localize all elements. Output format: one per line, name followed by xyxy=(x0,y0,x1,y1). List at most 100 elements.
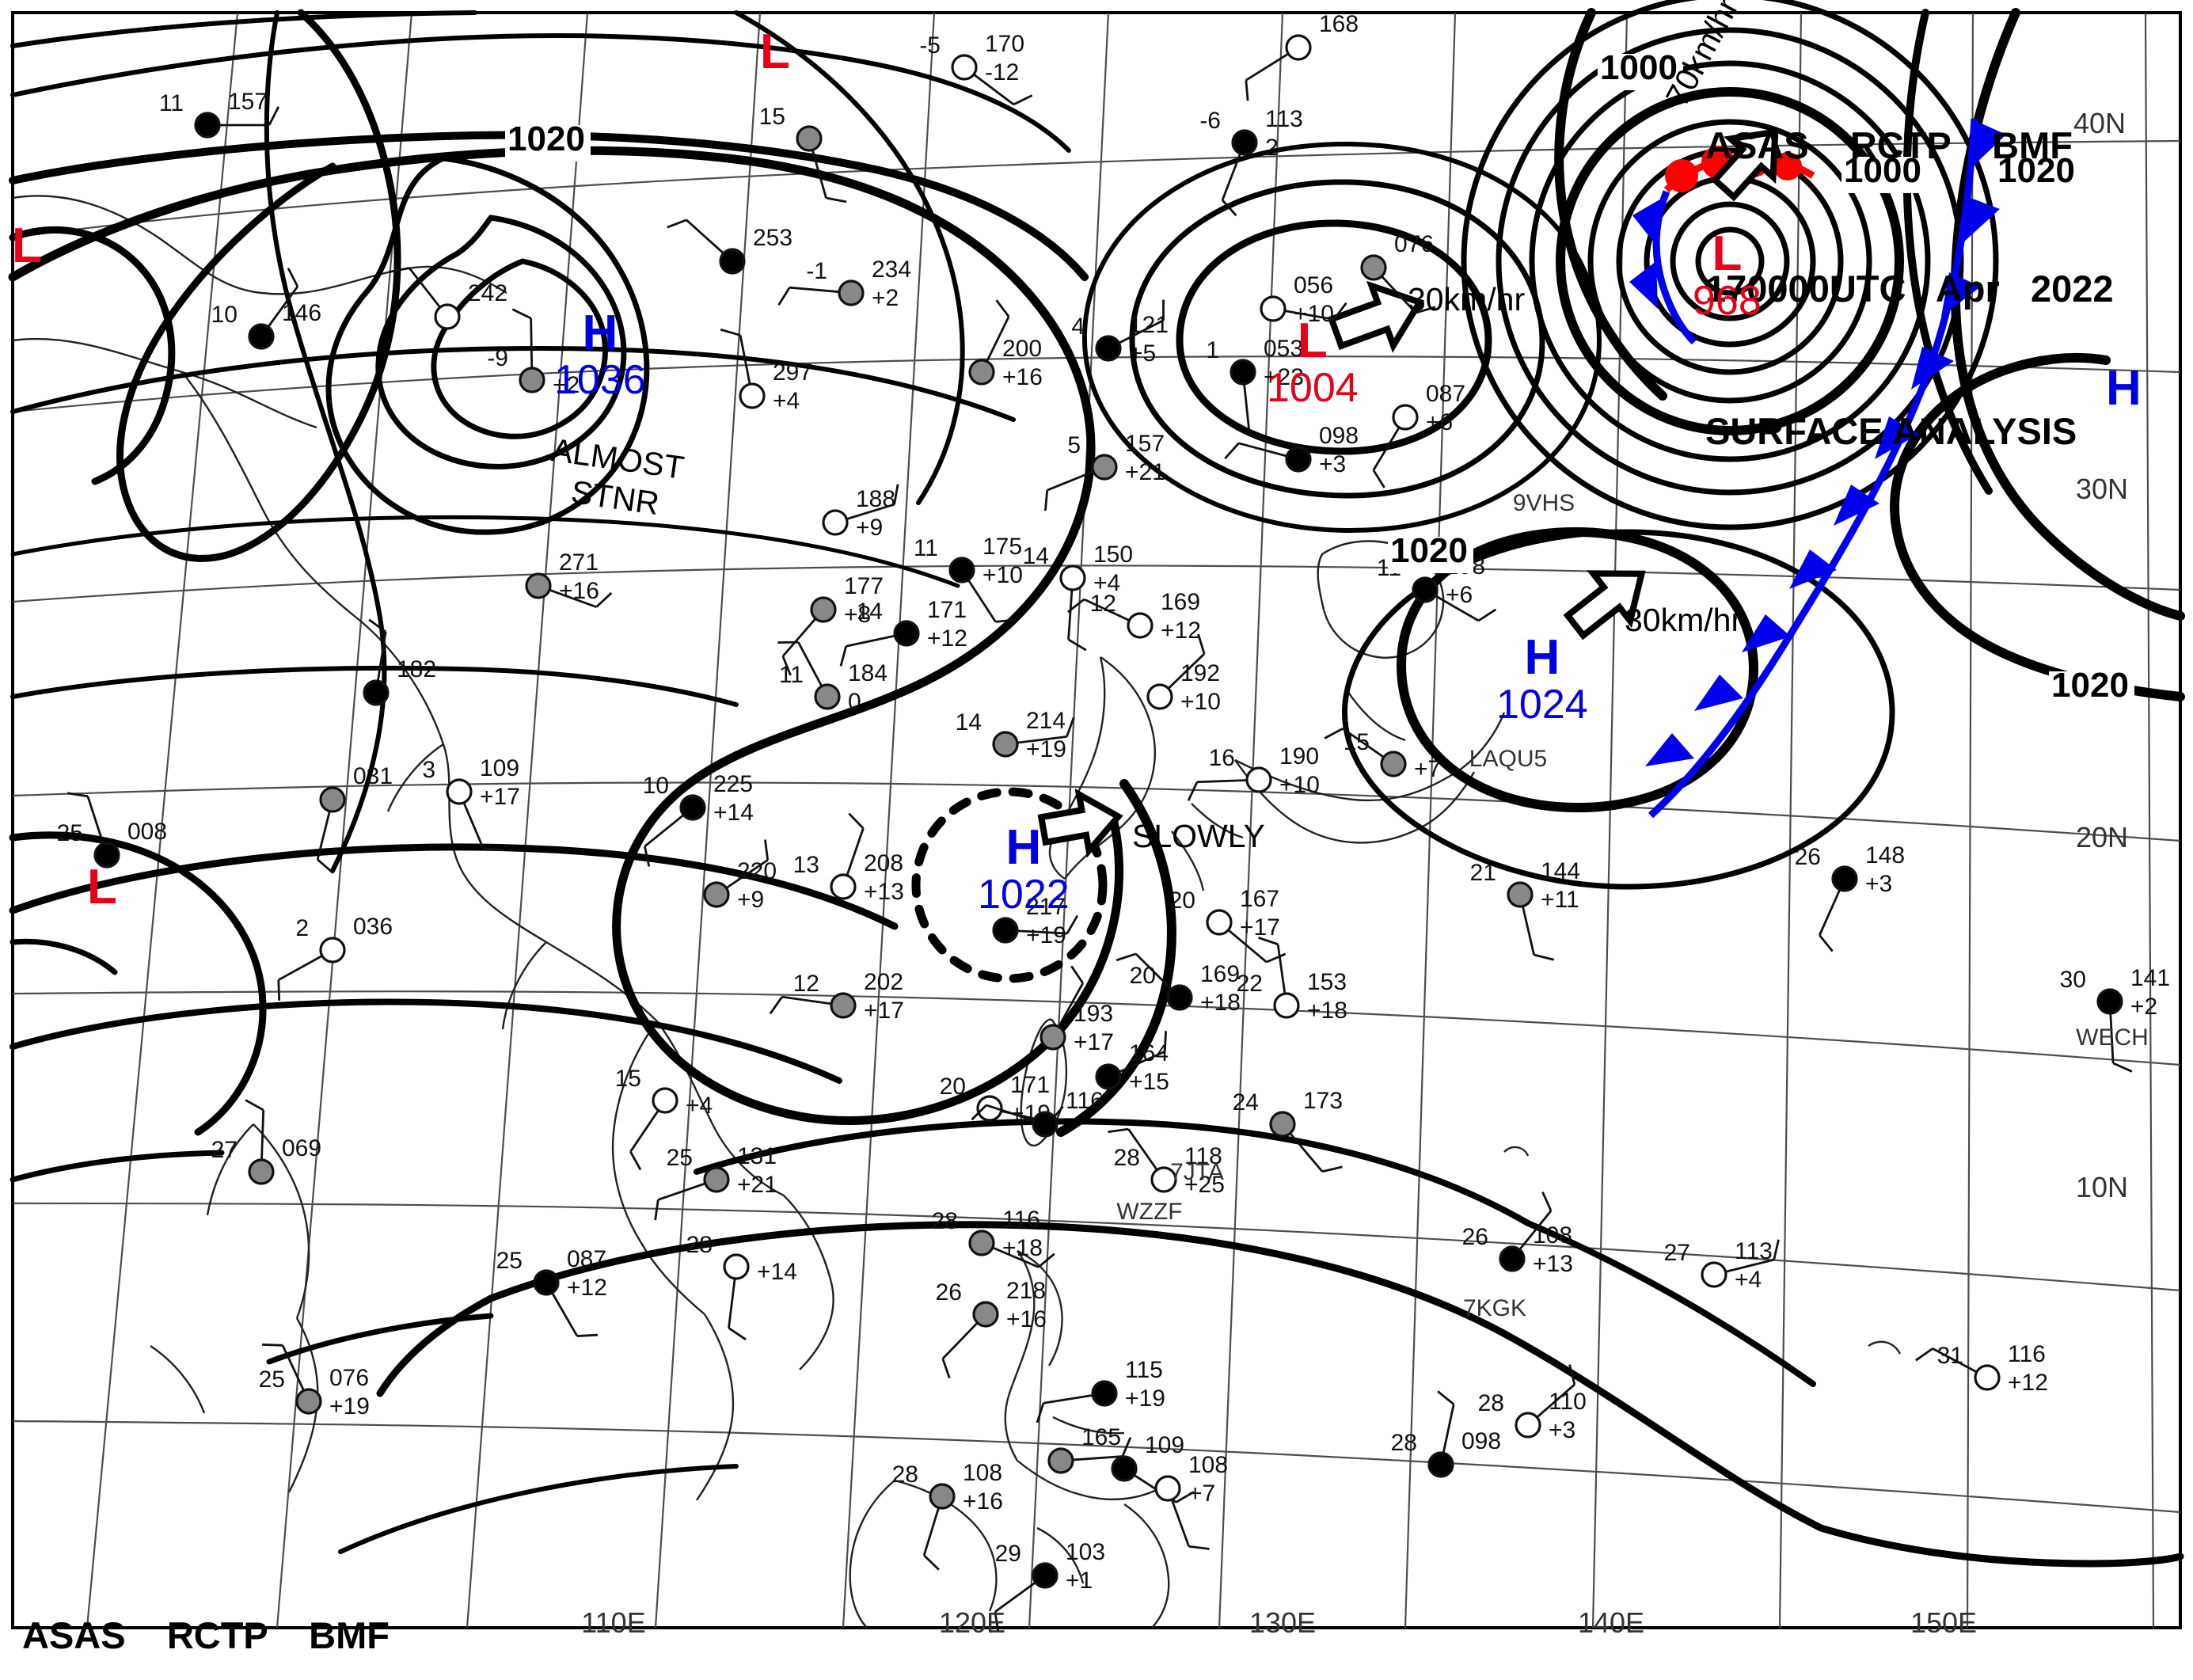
svg-text:28: 28 xyxy=(686,1232,713,1258)
station-identifier: WZZF xyxy=(1116,1199,1182,1225)
svg-text:297: 297 xyxy=(773,359,812,386)
svg-text:1000: 1000 xyxy=(1600,48,1678,87)
station-plot: 193+17 xyxy=(1039,965,1114,1055)
svg-text:21: 21 xyxy=(1470,860,1496,886)
svg-text:+7: +7 xyxy=(1188,1480,1215,1507)
svg-text:11: 11 xyxy=(159,90,184,116)
motion-arrows xyxy=(1037,127,1779,858)
svg-text:171: 171 xyxy=(927,597,967,623)
station-plot: 168 xyxy=(1245,11,1359,101)
station-plot: 116 xyxy=(971,1088,1104,1138)
svg-text:28: 28 xyxy=(1114,1145,1140,1171)
svg-text:200: 200 xyxy=(1002,336,1042,362)
station-plot: 182 xyxy=(363,618,436,706)
station-plot: 26 148+3 xyxy=(1795,842,1905,952)
svg-text:-6: -6 xyxy=(1199,108,1221,134)
svg-text:087: 087 xyxy=(1426,381,1465,407)
svg-text:28: 28 xyxy=(1478,1390,1504,1416)
svg-text:182: 182 xyxy=(397,656,436,682)
svg-text:-12: -12 xyxy=(985,59,1019,86)
svg-text:165: 165 xyxy=(1081,1424,1121,1450)
station-plot: 3 109 +17 xyxy=(422,755,520,851)
high-symbol: H xyxy=(1524,630,1560,685)
station-plot: 25 076+19 xyxy=(259,1344,370,1420)
svg-text:12: 12 xyxy=(793,971,819,997)
station-plot: 25 087 +12 xyxy=(496,1246,607,1337)
svg-text:103: 103 xyxy=(1066,1539,1105,1565)
graticule xyxy=(12,12,2181,1629)
svg-text:1020: 1020 xyxy=(507,120,585,158)
high-symbol: H xyxy=(1005,820,1042,875)
station-plot: 13 208 +13 xyxy=(793,812,904,905)
station-plot: 31 116 +12 xyxy=(1915,1341,2048,1396)
longitude-label: 110E xyxy=(581,1606,645,1639)
svg-text:2: 2 xyxy=(295,915,309,941)
pressure-center-low-1004: L 1004 xyxy=(1267,317,1359,409)
svg-text:26: 26 xyxy=(1462,1224,1488,1250)
station-plot: 11 157 xyxy=(159,89,280,139)
svg-text:131: 131 xyxy=(737,1143,777,1169)
map-border xyxy=(11,11,2182,1629)
longitude-label: 140E xyxy=(1578,1606,1644,1639)
svg-text:116: 116 xyxy=(2008,1341,2046,1367)
svg-text:+3: +3 xyxy=(1549,1417,1575,1443)
svg-text:+2: +2 xyxy=(553,372,580,398)
latitude-label: 30N xyxy=(2076,473,2128,505)
station-plot: 253 xyxy=(667,219,792,275)
isobar-label: 1000 xyxy=(1841,151,1927,193)
svg-text:+4: +4 xyxy=(686,1093,713,1119)
isobar-label: 1020 xyxy=(1388,531,1473,573)
svg-text:+25: +25 xyxy=(1184,1172,1225,1198)
svg-text:168: 168 xyxy=(1319,11,1359,37)
svg-text:157: 157 xyxy=(1125,431,1165,457)
station-plot: 098+3 xyxy=(1224,423,1359,477)
svg-text:+9: +9 xyxy=(856,515,883,541)
svg-text:169: 169 xyxy=(1200,961,1240,987)
svg-text:+15: +15 xyxy=(1129,1069,1169,1095)
svg-text:+4: +4 xyxy=(773,388,800,414)
svg-text:+13: +13 xyxy=(1533,1251,1573,1277)
svg-text:144: 144 xyxy=(1541,858,1580,884)
svg-text:141: 141 xyxy=(2130,965,2170,991)
svg-text:+21: +21 xyxy=(737,1172,777,1198)
station-plot: 271+16 xyxy=(525,549,613,608)
svg-text:056: 056 xyxy=(1294,272,1333,298)
station-plot: 14 171+12 xyxy=(839,597,967,667)
station-plot: 10 146 xyxy=(211,268,321,350)
station-plot: 220+9 xyxy=(703,839,777,913)
svg-text:+6: +6 xyxy=(1446,582,1473,608)
svg-text:202: 202 xyxy=(864,969,903,995)
svg-text:190: 190 xyxy=(1279,743,1319,770)
svg-text:+1: +1 xyxy=(1066,1568,1093,1594)
station-plot: 1 053+23 xyxy=(1206,336,1304,443)
svg-text:26: 26 xyxy=(936,1279,962,1306)
svg-text:177: 177 xyxy=(844,573,884,599)
svg-text:+12: +12 xyxy=(567,1275,607,1301)
svg-text:20: 20 xyxy=(1130,963,1156,989)
station-plot: 28 116+18 xyxy=(932,1207,1055,1268)
station-plot: 242 xyxy=(389,267,507,330)
svg-text:-1: -1 xyxy=(806,258,827,284)
svg-text:+18: +18 xyxy=(1002,1235,1043,1261)
station-plot: 031 xyxy=(316,763,393,874)
svg-text:116: 116 xyxy=(1002,1207,1040,1233)
svg-text:1020: 1020 xyxy=(1997,151,2075,190)
svg-text:28: 28 xyxy=(1391,1430,1417,1456)
station-plot: 15 xyxy=(759,104,847,203)
station-plot: 056+10 xyxy=(1260,272,1347,327)
svg-text:+3: +3 xyxy=(1319,451,1346,477)
svg-text:170: 170 xyxy=(985,31,1024,57)
svg-text:253: 253 xyxy=(753,225,792,251)
station-plot: 11 184 0 xyxy=(777,640,887,715)
station-identifier: 9VHS xyxy=(1513,490,1575,516)
svg-text:+12: +12 xyxy=(2008,1370,2048,1396)
title-top-line3: SURFACE ANALYSIS xyxy=(1705,410,2077,453)
svg-text:087: 087 xyxy=(567,1246,606,1272)
svg-text:15: 15 xyxy=(615,1066,641,1092)
station-plot: 087+6 xyxy=(1372,381,1465,488)
svg-text:13: 13 xyxy=(793,852,819,878)
pressure-center-low-top-center: L xyxy=(760,28,790,77)
svg-text:220: 220 xyxy=(737,858,777,884)
svg-text:167: 167 xyxy=(1240,886,1279,912)
svg-text:+8: +8 xyxy=(844,602,871,628)
